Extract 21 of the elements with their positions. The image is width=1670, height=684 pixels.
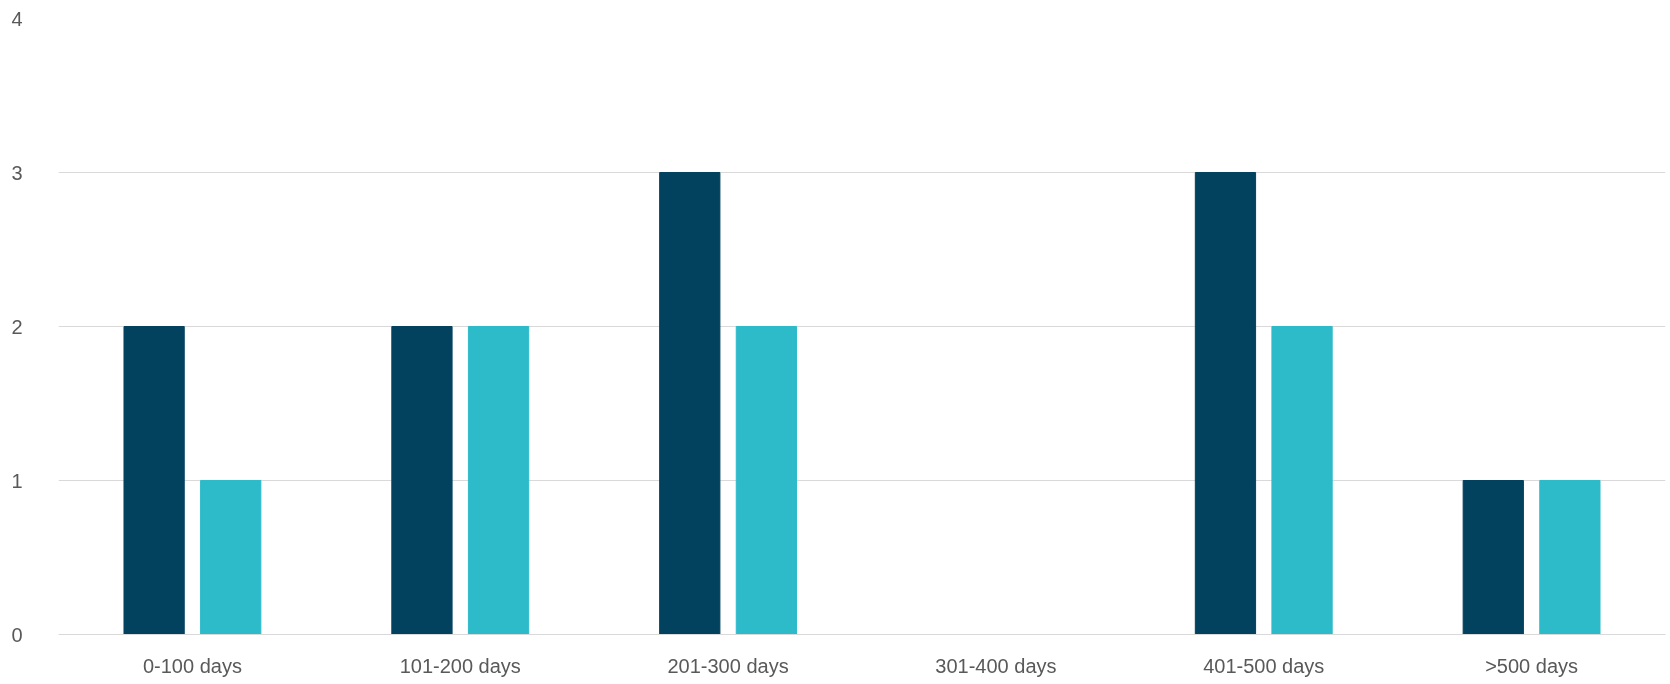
x-tick-label: 0-100 days xyxy=(142,654,242,677)
bar xyxy=(659,172,721,635)
bar xyxy=(1462,480,1524,635)
y-tick-label: 4 xyxy=(11,7,23,30)
bar xyxy=(1194,172,1257,635)
x-tick-label: 401-500 days xyxy=(1203,654,1325,677)
bar xyxy=(735,326,798,635)
bar xyxy=(200,480,262,635)
bar xyxy=(467,326,530,635)
bar xyxy=(391,326,453,635)
y-tick-label: 2 xyxy=(11,315,23,338)
y-tick-label: 3 xyxy=(11,161,23,184)
x-tick-label: 201-300 days xyxy=(667,654,789,677)
x-tick-label: 301-400 days xyxy=(935,654,1057,677)
bar xyxy=(1539,480,1601,635)
bar xyxy=(123,326,185,635)
y-tick-label: 0 xyxy=(11,623,23,646)
x-tick-label: >500 days xyxy=(1485,654,1579,677)
bar xyxy=(1271,326,1333,635)
x-tick-label: 101-200 days xyxy=(399,654,521,677)
y-tick-label: 1 xyxy=(11,469,23,492)
